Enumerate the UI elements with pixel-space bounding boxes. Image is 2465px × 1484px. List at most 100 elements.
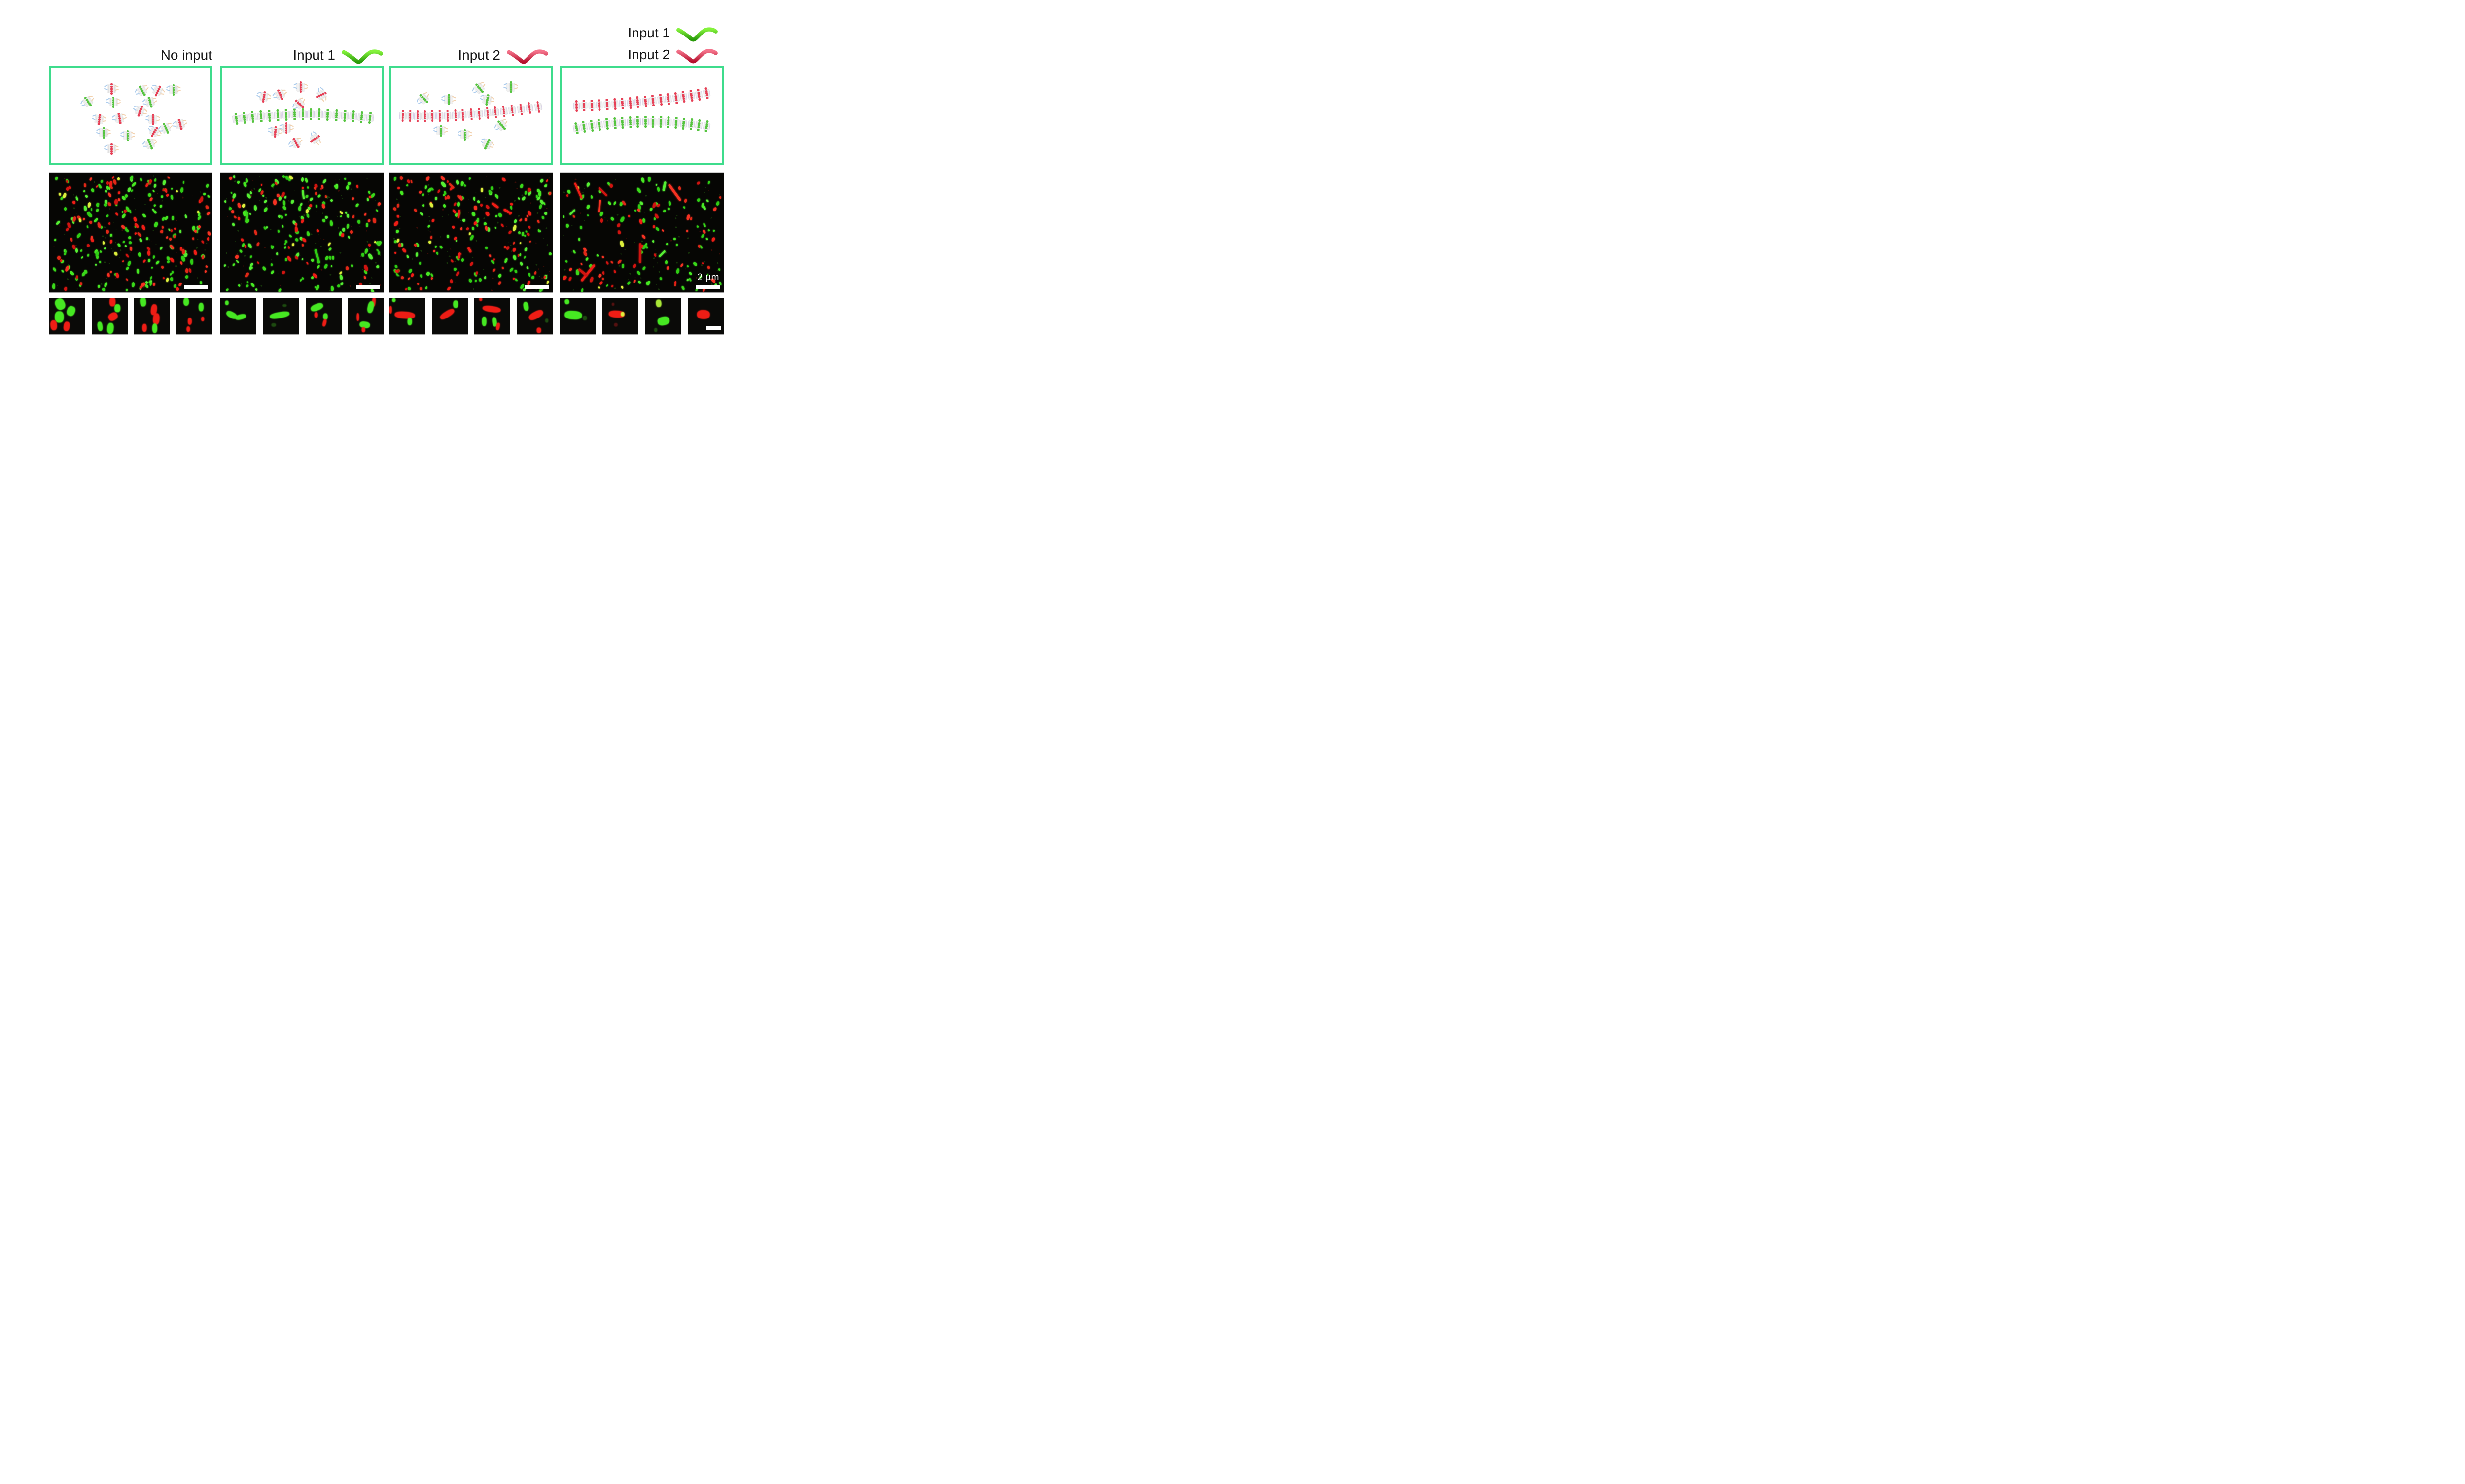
noise-speck [620, 253, 622, 255]
green-particle [278, 288, 282, 292]
green-particle [367, 253, 374, 261]
fluorescence-blob [282, 304, 286, 307]
green-particle [305, 194, 310, 199]
noise-speck [686, 237, 689, 240]
noise-speck [428, 194, 429, 195]
green-particle [84, 194, 89, 198]
noise-speck [681, 268, 683, 270]
label-dot [584, 130, 587, 133]
label-dot [448, 94, 450, 96]
noise-speck [379, 232, 381, 233]
label-dot [299, 86, 302, 89]
green-particle [80, 256, 84, 259]
noise-speck [675, 261, 678, 264]
label-dot [706, 120, 709, 123]
scale-bar [356, 285, 380, 289]
fluorescence-blob [310, 301, 324, 313]
label-dot [401, 116, 404, 119]
green-particle [253, 205, 257, 211]
inset-panel [389, 298, 425, 334]
blue-strand-fringe [494, 124, 496, 129]
filament-segment [657, 116, 665, 128]
green-particle [567, 189, 571, 194]
label-dot [598, 106, 601, 108]
filament-segment [627, 116, 634, 128]
fluorescence-image-panel [389, 173, 553, 292]
noise-speck [171, 237, 173, 238]
green-particle [656, 186, 660, 192]
red-particle [257, 261, 260, 265]
green-particle [345, 211, 348, 214]
label-dot [659, 94, 662, 97]
filament-segment [534, 101, 542, 113]
noise-speck [483, 209, 484, 211]
label-dot [528, 102, 530, 105]
label-dot [660, 103, 663, 106]
green-particle [281, 224, 284, 228]
noise-speck [235, 241, 236, 242]
label-dot [110, 92, 113, 95]
orange-strand-fringe [115, 89, 119, 91]
filament-segment [341, 109, 349, 122]
label-dot [439, 119, 441, 122]
green-particle [121, 213, 126, 219]
green-particle [627, 281, 631, 285]
noise-speck [272, 187, 275, 189]
green-particle [152, 210, 157, 214]
red-filament-streak [638, 243, 641, 264]
green-particle [127, 260, 132, 267]
monomer-red [288, 136, 304, 151]
red-particle [306, 261, 309, 265]
red-particle [97, 222, 102, 228]
red-particle [148, 179, 153, 184]
noise-speck [152, 229, 154, 231]
fluorescence-blob [323, 313, 328, 320]
noise-speck [228, 266, 229, 268]
green-particle [420, 274, 423, 278]
green-particle [307, 186, 309, 189]
red-particle [501, 266, 504, 270]
green-particle [636, 187, 642, 194]
label-dot [446, 119, 449, 122]
red-particle [393, 220, 399, 227]
red-particle [666, 266, 669, 270]
red-particle [95, 185, 99, 189]
red-particle [505, 246, 510, 250]
orange-strand-fringe [143, 113, 147, 114]
red-particle [719, 196, 721, 199]
label-dot [487, 94, 490, 97]
label-dot [172, 91, 175, 94]
filament-segment [483, 107, 491, 119]
label-dot [103, 132, 105, 134]
green-particle [224, 200, 227, 203]
noise-speck [538, 268, 540, 270]
red-particle [201, 240, 205, 244]
green-particle [277, 229, 280, 233]
noise-speck [695, 276, 697, 279]
green-particle [154, 178, 157, 182]
green-particle [324, 215, 328, 219]
noise-speck [76, 288, 78, 290]
red-particle [680, 263, 684, 268]
label-dot [606, 127, 609, 130]
fluorescence-blob [564, 299, 569, 305]
label-dot [599, 108, 601, 111]
label-dot [440, 127, 442, 130]
green-particle [171, 215, 174, 221]
blue-strand-fringe [471, 87, 474, 91]
green-particle [97, 183, 102, 189]
label-dot [423, 119, 426, 122]
schematic-panel [220, 66, 384, 165]
label-dot [652, 101, 655, 104]
filament-segment [619, 97, 626, 109]
noise-speck [277, 273, 279, 275]
green-particle [301, 177, 304, 182]
red-particle [356, 185, 359, 189]
red-filament-streak [574, 182, 583, 199]
inset-panel [687, 298, 724, 334]
green-particle [138, 252, 142, 257]
filament-segment [611, 98, 619, 110]
label-dot [251, 117, 254, 120]
label-dot [268, 119, 271, 122]
red-particle [419, 287, 423, 291]
